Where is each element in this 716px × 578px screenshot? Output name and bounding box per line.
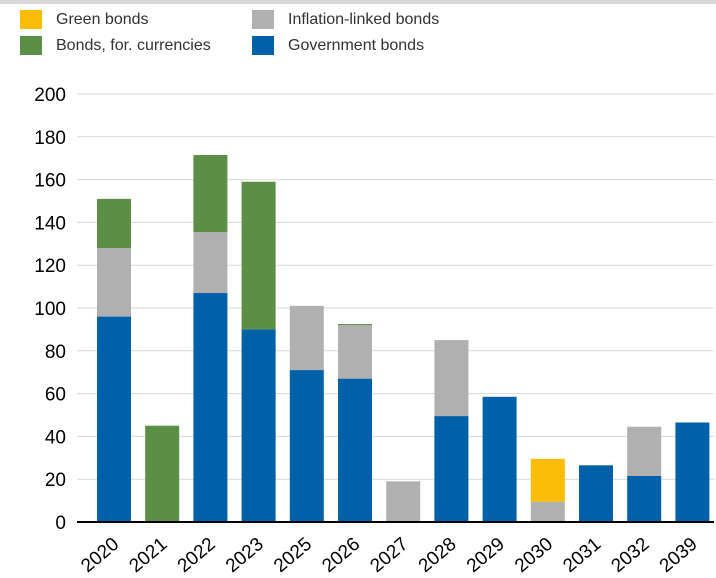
bar-segment-bonds-for-currencies [241,181,276,330]
bar-segment-government-bonds [434,416,469,522]
x-tick-label: 2031 [559,534,605,577]
legend-swatch [20,36,42,55]
x-tick-label: 2039 [656,534,702,577]
y-tick-label: 200 [34,85,66,106]
bar-segment-government-bonds [193,293,228,522]
gridlines [77,93,714,480]
x-tick-label: 2023 [222,534,268,577]
y-tick-label: 180 [34,128,66,149]
x-tick-label: 2020 [77,534,123,577]
y-tick-label: 120 [34,256,66,277]
bar-segment-inflation-linked-bonds [338,325,372,379]
legend-item-green-bonds: Green bonds [20,10,149,29]
bar-segment-inflation-linked-bonds [530,501,565,522]
x-tick-label: 2026 [318,534,364,577]
legend-label: Inflation-linked bonds [288,10,440,28]
legend-label: Bonds, for. currencies [56,36,211,54]
y-tick-label: 140 [34,213,66,234]
legend-swatch [20,10,42,29]
x-tick-label: 2027 [367,534,413,577]
legend-item-government-bonds: Government bonds [252,36,424,55]
bar-segment-government-bonds [289,370,324,522]
legend-item-inflation-linked-bonds: Inflation-linked bonds [252,10,439,29]
bar-segment-green-bonds [530,458,565,502]
y-tick-label: 20 [45,470,66,491]
bar-segment-bonds-for-currencies [193,154,228,233]
bar-segment-bonds-for-currencies [97,198,131,249]
top-rule [0,0,716,4]
x-tick-label: 2025 [270,534,316,577]
y-tick-label: 160 [34,171,66,192]
x-tick-label: 2029 [463,534,509,577]
bars [97,154,710,522]
bar-segment-inflation-linked-bonds [434,340,469,417]
bar-segment-inflation-linked-bonds [193,232,228,294]
y-tick-label: 0 [55,513,66,534]
bar-segment-inflation-linked-bonds [289,305,324,371]
x-tick-label: 2028 [415,534,461,577]
x-tick-label: 2022 [174,534,220,577]
legend-label: Government bonds [288,36,425,54]
bar-segment-government-bonds [338,378,372,522]
bar-segment-bonds-for-currencies [145,425,180,522]
chart-legend: Green bonds Bonds, for. currencies Infla… [0,6,716,62]
y-tick-label: 40 [45,427,66,448]
bar-segment-bonds-for-currencies [338,324,372,326]
bar-segment-inflation-linked-bonds [627,426,662,476]
bar-segment-inflation-linked-bonds [386,481,421,522]
bar-segment-government-bonds [627,475,662,522]
x-tick-label: 2021 [126,534,172,577]
legend-label: Green bonds [56,10,149,28]
legend-swatch [252,10,274,29]
bar-segment-government-bonds [97,316,131,522]
bar-segment-government-bonds [482,396,517,522]
bar-segment-inflation-linked-bonds [97,248,131,317]
legend-swatch [252,36,274,55]
y-tick-label: 60 [45,385,66,406]
x-tick-label: 2030 [511,534,557,577]
y-tick-label: 100 [34,299,66,320]
bar-segment-government-bonds [675,422,710,522]
y-tick-label: 80 [45,342,66,363]
legend-item-foreign-currency-bonds: Bonds, for. currencies [20,36,211,55]
bar-segment-government-bonds [241,329,276,522]
bar-segment-government-bonds [579,465,613,522]
x-tick-label: 2032 [608,534,654,577]
